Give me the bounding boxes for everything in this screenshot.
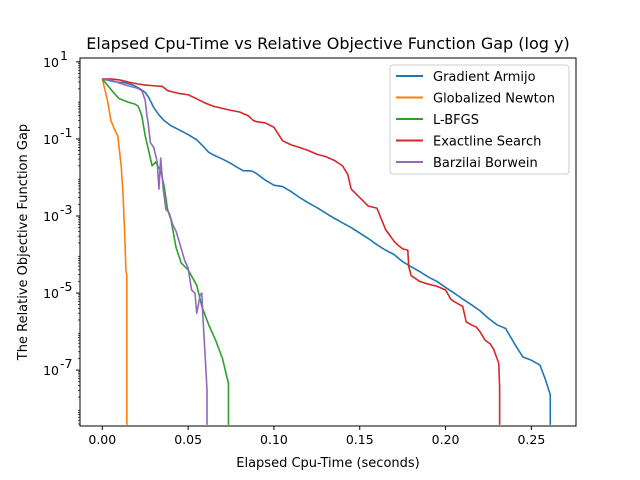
x-tick-label: 0.25 (517, 432, 545, 447)
y-tick-exponent: 1 (60, 48, 68, 63)
legend-label-4: Barzilai Borwein (433, 156, 538, 171)
x-tick-label: 0.00 (88, 432, 116, 447)
chart-title: Elapsed Cpu-Time vs Relative Objective F… (86, 34, 569, 53)
y-tick-label: 10 (43, 209, 59, 224)
series-line-3 (102, 78, 501, 425)
legend-label-1: Globalized Newton (433, 92, 555, 107)
x-tick-label: 0.15 (346, 432, 374, 447)
y-tick-exponent: -5 (60, 279, 72, 294)
x-tick-label: 0.05 (174, 432, 202, 447)
series-line-1 (101, 78, 128, 425)
legend-label-2: L-BFGS (433, 113, 479, 128)
legend-box (389, 64, 570, 175)
series-line-0 (102, 78, 552, 425)
axes-frame (79, 57, 577, 427)
y-tick-exponent: -1 (60, 125, 72, 140)
x-tick-label: 0.20 (432, 432, 460, 447)
y-tick-label: 10 (43, 363, 59, 378)
y-tick-exponent: -3 (60, 202, 72, 217)
x-tick-label: 0.10 (260, 432, 288, 447)
y-tick-label: 10 (43, 132, 59, 147)
series-line-4 (102, 78, 208, 425)
plot-area (101, 78, 552, 425)
legend-label-0: Gradient Armijo (433, 70, 536, 85)
y-tick-exponent: -7 (60, 356, 72, 371)
x-axis-label: Elapsed Cpu-Time (seconds) (236, 456, 420, 471)
y-tick-label: 10 (43, 55, 59, 70)
y-tick-label: 10 (43, 286, 59, 301)
legend-label-3: Exactline Search (433, 135, 541, 150)
y-axis-label: The Relative Objective Function Gap (16, 124, 31, 361)
legend: Gradient Armijo Globalized Newton L-BFGS Ex… (389, 64, 570, 175)
